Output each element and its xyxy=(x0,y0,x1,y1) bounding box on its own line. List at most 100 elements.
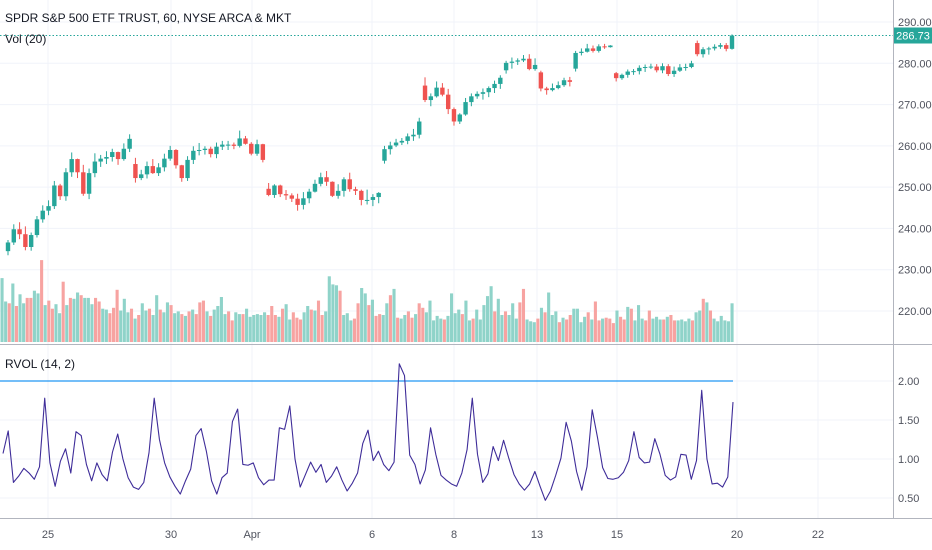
volume-bar xyxy=(97,301,101,342)
candle-body xyxy=(590,48,596,51)
candle-body xyxy=(81,172,86,194)
volume-bar xyxy=(111,307,116,342)
volume-bar xyxy=(360,288,364,342)
time-tick-label: 25 xyxy=(42,529,54,541)
volume-bar xyxy=(478,319,482,342)
candle-body xyxy=(729,35,735,49)
time-tick-label: 20 xyxy=(731,529,743,541)
volume-bar xyxy=(450,293,454,342)
time-tick-label: 22 xyxy=(812,529,824,541)
volume-bar xyxy=(561,317,565,342)
time-axis[interactable]: 25 30 Apr 6 8 13 15 20 22 xyxy=(42,529,824,541)
candle-body xyxy=(642,67,648,68)
candle-body xyxy=(202,148,208,150)
volume-bar xyxy=(572,308,576,342)
candle-body xyxy=(666,66,671,75)
volume-legend[interactable]: Vol (20) xyxy=(5,32,46,46)
candle-body xyxy=(619,74,625,79)
volume-bar xyxy=(586,312,590,342)
candle-body xyxy=(11,229,16,243)
volume-bar xyxy=(129,308,134,342)
candle-body xyxy=(318,177,323,184)
candle-body xyxy=(214,146,219,155)
volume-bar xyxy=(467,320,472,342)
volume-bar xyxy=(698,310,702,342)
volume-bar xyxy=(11,283,15,342)
volume-bar xyxy=(388,295,392,342)
price-tick-label: 220.00 xyxy=(898,306,932,318)
candle-body xyxy=(718,45,723,47)
volume-bar xyxy=(187,311,191,342)
volume-bar xyxy=(525,319,529,342)
volume-bar xyxy=(550,315,554,342)
volume-bar xyxy=(345,313,349,342)
volume-bar xyxy=(76,292,80,342)
candle-body xyxy=(428,96,434,101)
volume-bar xyxy=(176,311,180,342)
candle-body xyxy=(561,80,567,86)
volume-bar xyxy=(687,318,691,342)
volume-bar xyxy=(61,281,65,342)
volume-bar xyxy=(47,300,51,342)
candle-body xyxy=(579,51,584,53)
volume-bar xyxy=(306,306,310,342)
volume-bar xyxy=(507,315,511,342)
volume-bar xyxy=(439,318,443,342)
volume-bar xyxy=(615,310,619,342)
candle-body xyxy=(353,189,358,191)
volume-bar xyxy=(619,316,623,342)
candle-body xyxy=(162,158,167,168)
rvol-tick-label: 2.00 xyxy=(898,376,919,388)
volume-bar xyxy=(532,322,536,342)
volume-bar xyxy=(126,312,130,342)
volume-bar xyxy=(4,301,8,342)
rvol-tick-label: 1.50 xyxy=(898,415,919,427)
volume-bar xyxy=(316,300,321,342)
candle-body xyxy=(121,148,127,160)
volume-bar xyxy=(604,317,608,342)
volume-bar xyxy=(367,305,371,342)
price-axis[interactable]: 220.00 230.00 240.00 250.00 260.00 270.00 280.… xyxy=(898,17,932,318)
volume-bar xyxy=(83,297,87,342)
volume-bar xyxy=(54,304,58,342)
volume-bar xyxy=(40,260,44,342)
volume-bar xyxy=(0,278,4,342)
volume-bar xyxy=(626,306,630,342)
candle-body xyxy=(173,149,179,166)
rvol-axis[interactable]: 0.50 1.00 1.50 2.00 xyxy=(898,376,919,505)
volume-bar xyxy=(32,290,36,342)
candle-body xyxy=(98,158,103,162)
volume-bar xyxy=(475,309,479,342)
volume-bar xyxy=(209,315,213,342)
candle-body xyxy=(231,144,237,146)
volume-bar xyxy=(151,315,155,342)
candle-body xyxy=(75,159,80,173)
candle-body xyxy=(28,235,34,247)
candle-body xyxy=(550,88,555,91)
volume-bar xyxy=(547,292,551,342)
volume-bar xyxy=(108,313,112,342)
volume-bar xyxy=(701,298,705,342)
candle-body xyxy=(208,148,213,155)
volume-bar xyxy=(223,314,227,342)
candle-body xyxy=(637,67,642,72)
candle-body xyxy=(139,174,144,179)
volume-bar xyxy=(557,322,561,342)
candle-body xyxy=(677,67,683,71)
candle-body xyxy=(260,144,266,160)
symbol-title[interactable]: SPDR S&P 500 ETF TRUST, 60, NYSE ARCA & … xyxy=(5,11,292,25)
time-tick-label: 30 xyxy=(165,529,177,541)
candle-body xyxy=(127,138,132,149)
candle-body xyxy=(191,150,196,160)
volume-bar xyxy=(496,298,500,342)
candle-body xyxy=(382,149,387,161)
candle-body xyxy=(69,159,74,173)
candle-body xyxy=(538,72,544,89)
candle-body xyxy=(104,157,109,159)
volume-bar xyxy=(313,310,317,342)
volume-bar xyxy=(428,300,432,342)
volume-bar xyxy=(726,321,730,342)
volume-bar xyxy=(205,311,209,342)
rvol-legend[interactable]: RVOL (14, 2) xyxy=(5,357,75,371)
